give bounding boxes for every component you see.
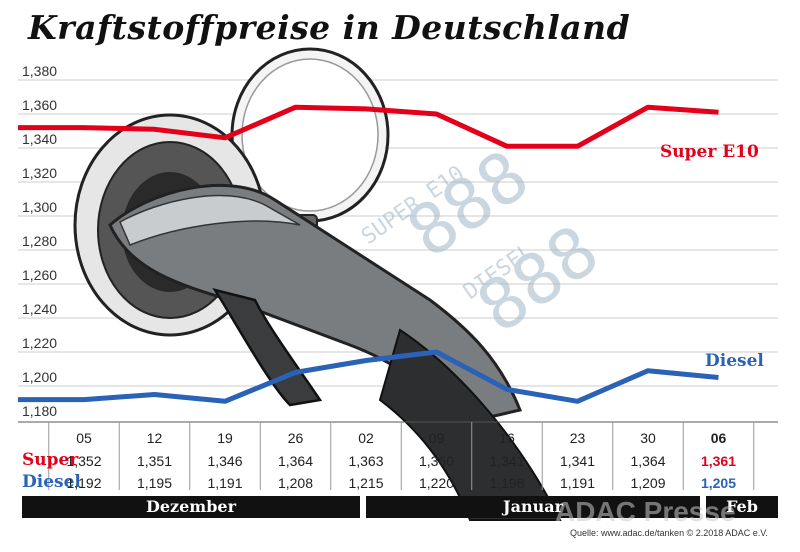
diesel-value-cell: 1,191 xyxy=(207,475,243,491)
month-bar-feb: Feb xyxy=(706,496,778,518)
super-row-label: Super xyxy=(22,450,79,470)
super-value-cell: 1,341 xyxy=(559,453,596,469)
source-note: Quelle: www.adac.de/tanken © 2.2018 ADAC… xyxy=(570,528,768,538)
y-axis-ticks: 1,380 1,360 1,340 1,320 1,300 1,280 1,260 1,240… xyxy=(22,63,57,419)
diesel-value-cell: 1,192 xyxy=(66,475,102,491)
diesel-value-cell: 1,195 xyxy=(136,475,173,491)
super-value-cell: 1,364 xyxy=(630,453,666,469)
date-label: 23 xyxy=(569,430,586,446)
y-tick-label: 1,240 xyxy=(22,301,57,317)
date-label: 30 xyxy=(640,430,656,446)
diesel-series-label: Diesel xyxy=(705,351,764,371)
diesel-value-cell: 1,209 xyxy=(630,475,666,491)
diesel-row-label: Diesel xyxy=(22,472,81,492)
y-tick-label: 1,280 xyxy=(22,233,57,249)
table-column-separators xyxy=(48,422,755,490)
y-tick-label: 1,320 xyxy=(22,165,57,181)
month-bar-dezember: Dezember xyxy=(22,496,360,518)
super-value-cell: 1,351 xyxy=(136,453,173,469)
date-label: 05 xyxy=(76,430,92,446)
y-tick-label: 1,360 xyxy=(22,97,57,113)
super-value-cell: 1,361 xyxy=(700,453,737,469)
super-series-label: Super E10 xyxy=(660,142,759,162)
date-label: 19 xyxy=(217,430,233,446)
date-label: 12 xyxy=(146,430,163,446)
month-bar-januar: Januar xyxy=(366,496,700,518)
fuel-nozzle-illustration: SUPER E10 DIESEL 888 888 xyxy=(73,47,613,521)
super-value-cell: 1,352 xyxy=(66,453,102,469)
diesel-value-cell: 1,198 xyxy=(489,475,525,491)
date-label: 26 xyxy=(287,430,304,446)
super-value-cell: 1,360 xyxy=(418,453,455,469)
series-lines xyxy=(18,104,719,404)
super-value-cell: 1,346 xyxy=(207,453,243,469)
y-tick-label: 1,200 xyxy=(22,369,57,385)
date-label: 06 xyxy=(710,430,727,446)
y-tick-label: 1,380 xyxy=(22,63,57,79)
date-label: 02 xyxy=(358,430,374,446)
chart-title: Kraftstoffpreise in Deutschland xyxy=(28,8,631,47)
super-series-line xyxy=(18,104,719,149)
date-label: 09 xyxy=(428,430,445,446)
diesel-series-line xyxy=(18,349,719,404)
y-tick-label: 1,260 xyxy=(22,267,57,283)
date-label: 16 xyxy=(499,430,515,446)
diesel-value-cell: 1,220 xyxy=(418,475,455,491)
diesel-value-cell: 1,191 xyxy=(559,475,596,491)
y-tick-label: 1,300 xyxy=(22,199,57,215)
y-tick-label: 1,220 xyxy=(22,335,57,351)
y-tick-label: 1,180 xyxy=(22,403,57,419)
super-value-cell: 1,364 xyxy=(277,453,314,469)
diesel-value-cell: 1,205 xyxy=(700,475,737,491)
super-value-cell: 1,341 xyxy=(489,453,525,469)
y-tick-label: 1,340 xyxy=(22,131,57,147)
diesel-value-cell: 1,215 xyxy=(348,475,384,491)
diesel-value-cell: 1,208 xyxy=(277,475,314,491)
super-value-cell: 1,363 xyxy=(348,453,384,469)
